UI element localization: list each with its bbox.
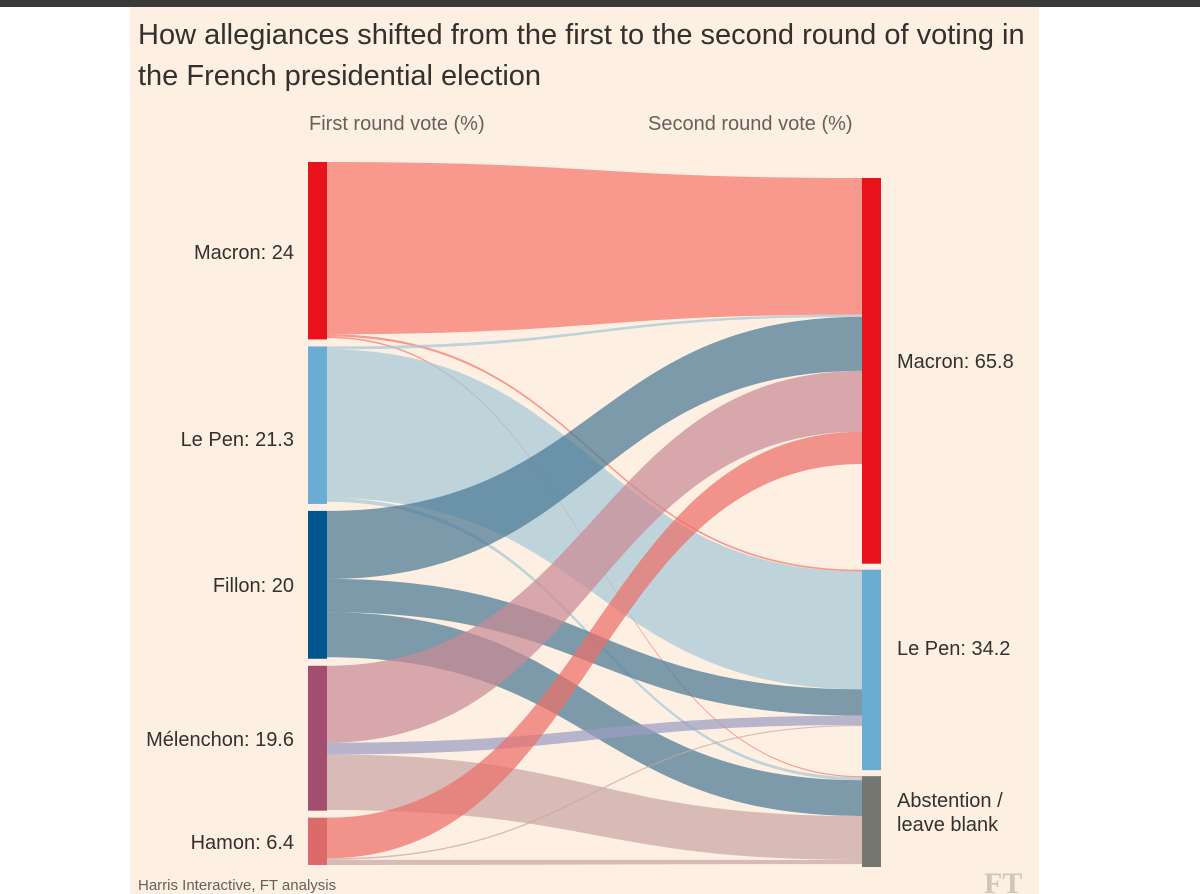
left-node-melenchon bbox=[308, 665, 327, 811]
left-node-hamon bbox=[308, 817, 327, 865]
source-note: Harris Interactive, FT analysis bbox=[138, 877, 337, 894]
flow-hamon-to-lepen bbox=[327, 725, 862, 860]
left-node-lepen bbox=[308, 346, 327, 504]
chart-title: How allegiances shifted from the first t… bbox=[138, 19, 1025, 92]
flow-group bbox=[327, 162, 862, 865]
chart-panel: How allegiances shifted from the first t… bbox=[130, 7, 1039, 894]
flow-macron-to-macron bbox=[327, 162, 862, 335]
left-label-hamon: Hamon: 6.4 bbox=[190, 832, 294, 854]
right-label-lepen: Le Pen: 34.2 bbox=[897, 638, 1011, 660]
right-node-macron bbox=[862, 178, 881, 564]
left-label-macron: Macron: 24 bbox=[193, 242, 294, 264]
left-label-lepen: Le Pen: 21.3 bbox=[180, 429, 294, 451]
flow-fillon-to-macron bbox=[327, 316, 862, 579]
flow-hamon-to-macron bbox=[327, 431, 862, 859]
right-node-lepen bbox=[862, 569, 881, 771]
window-top-bar bbox=[0, 0, 1200, 7]
flow-melenchon-to-macron bbox=[327, 370, 862, 743]
left-label-fillon: Fillon: 20 bbox=[212, 575, 294, 597]
flow-lepen-to-macron bbox=[327, 314, 862, 350]
left-node-fillon bbox=[308, 510, 327, 659]
left-node-macron bbox=[308, 162, 327, 340]
right-label-abstention: Abstention / leave blank bbox=[897, 790, 1003, 836]
first-round-header: First round vote (%) bbox=[309, 113, 485, 135]
right-label-macron: Macron: 65.8 bbox=[897, 351, 1014, 373]
left-label-melenchon: Mélenchon: 19.6 bbox=[146, 729, 294, 751]
sankey-diagram bbox=[308, 162, 881, 867]
flow-hamon-to-abstention bbox=[327, 859, 862, 865]
second-round-header: Second round vote (%) bbox=[648, 113, 853, 135]
flow-melenchon-to-lepen bbox=[327, 715, 862, 755]
ft-logo: FT bbox=[984, 867, 1023, 894]
right-node-abstention bbox=[862, 776, 881, 867]
